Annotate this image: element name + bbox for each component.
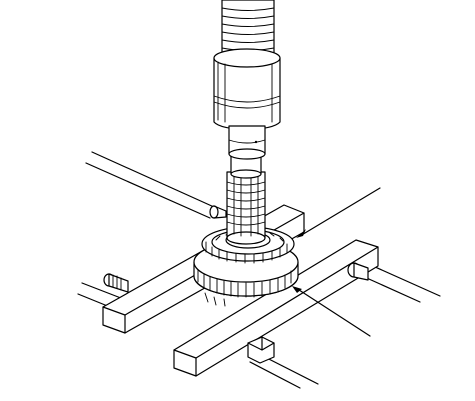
press-ram (213, 0, 281, 160)
right-support-plate (173, 239, 379, 377)
shaft (226, 149, 266, 245)
leader-lines (292, 187, 381, 337)
